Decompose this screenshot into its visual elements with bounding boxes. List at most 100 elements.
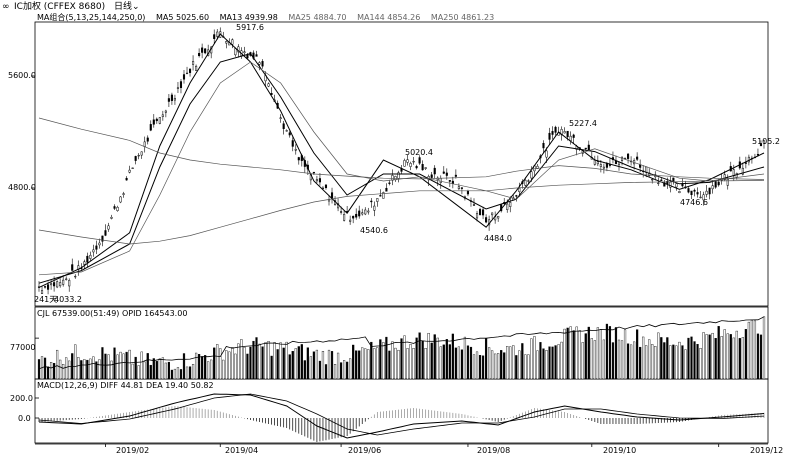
link-icon[interactable]: ∞ (2, 2, 10, 12)
volume-bar (77, 357, 80, 380)
volume-bar (92, 356, 95, 380)
volume-bar (161, 357, 164, 380)
volume-bar (530, 338, 533, 380)
candle-up (116, 206, 119, 211)
candle-up (83, 261, 86, 265)
candle-down (43, 286, 47, 288)
volume-bar (403, 335, 406, 380)
volume-bar (463, 336, 467, 380)
volume-bar (122, 353, 125, 380)
volume-bar (545, 350, 548, 380)
volume-bar (176, 367, 180, 380)
volume-bar (261, 346, 264, 380)
volume-bar (584, 333, 587, 380)
volume-bar (288, 354, 291, 380)
candle-down (255, 54, 258, 57)
volume-bar (690, 336, 693, 380)
volume-bar (98, 359, 101, 380)
volume-bar (116, 354, 119, 380)
volume-bar (608, 326, 612, 380)
volume-bar (324, 364, 328, 380)
low-label-4033: 4033.2 (54, 295, 82, 304)
diff-line (38, 393, 765, 439)
candle-up (176, 87, 180, 89)
candle-up (89, 254, 92, 259)
candle-up (367, 210, 370, 213)
candle-down (47, 284, 50, 290)
volume-bar (179, 369, 183, 380)
candle-down (297, 157, 300, 161)
volume-bar (219, 348, 222, 380)
candle-down (312, 171, 315, 174)
volume-bar (285, 341, 288, 380)
candle-down (318, 178, 321, 183)
volume-bar (74, 344, 77, 380)
volume-bar (427, 332, 430, 380)
candle-up (699, 196, 702, 199)
volume-bar (639, 346, 642, 380)
volume-bar (321, 351, 325, 380)
volume-bar (681, 345, 684, 380)
ma-legend-name[interactable]: MA组合(5,13,25,144,250,0) (37, 13, 146, 22)
volume-bar (270, 355, 273, 380)
volume-bar (210, 359, 213, 380)
candle-up (409, 163, 412, 167)
volume-bar (373, 348, 376, 380)
candle-up (705, 190, 708, 195)
time-label-2019-10: 2019/10 (603, 446, 637, 455)
volume-bar (394, 347, 397, 380)
candle-down (385, 187, 388, 192)
macd-lines (35, 393, 765, 439)
volume-bar (182, 353, 186, 380)
candle-down (288, 132, 291, 136)
candle-up (457, 186, 460, 190)
candle-up (279, 117, 282, 119)
volume-bar (620, 340, 624, 380)
candle-down (554, 126, 557, 133)
volume-bar (448, 344, 451, 380)
candle-down (482, 209, 485, 216)
volume-bar (506, 346, 509, 380)
candle-down (179, 81, 183, 88)
candle-up (376, 198, 379, 202)
volume-bar (312, 351, 315, 380)
volume-bar (424, 348, 427, 380)
volume-bar (240, 339, 243, 380)
candle-down (744, 162, 747, 164)
candle-down (605, 163, 608, 168)
ma13-value: MA13 4939.98 (219, 13, 278, 22)
volume-bar (539, 342, 542, 380)
candle-down (572, 134, 575, 138)
volume-bar (469, 346, 473, 380)
volume-bar (663, 342, 666, 380)
volume-bar (759, 334, 763, 380)
volume-bar (222, 359, 225, 380)
volume-bar (228, 351, 231, 380)
volume-bar (497, 353, 500, 380)
candle-down (430, 174, 433, 178)
volume-bar (648, 339, 651, 380)
volume-bar (243, 346, 246, 380)
volume-bar (309, 356, 312, 380)
volume-bar (660, 337, 663, 380)
candle-down (125, 177, 128, 181)
candle-down (466, 190, 470, 195)
volume-bar (333, 364, 337, 380)
candle-up (726, 179, 729, 186)
candle-down (566, 130, 569, 138)
volume-bar (666, 337, 669, 380)
volume-bar (478, 355, 482, 380)
candle-up (119, 196, 122, 203)
volume-bar (605, 323, 609, 380)
volume-bar (146, 353, 149, 380)
candle-up (424, 167, 427, 169)
candle-up (403, 160, 406, 167)
volume-bar (460, 349, 464, 380)
candle-down (693, 189, 696, 192)
volume-bar (729, 334, 732, 380)
ma-line-ma13 (38, 53, 765, 284)
candle-up (92, 249, 95, 253)
period-dropdown[interactable]: 日线⌄ (114, 2, 140, 12)
volume-bar (306, 347, 309, 380)
